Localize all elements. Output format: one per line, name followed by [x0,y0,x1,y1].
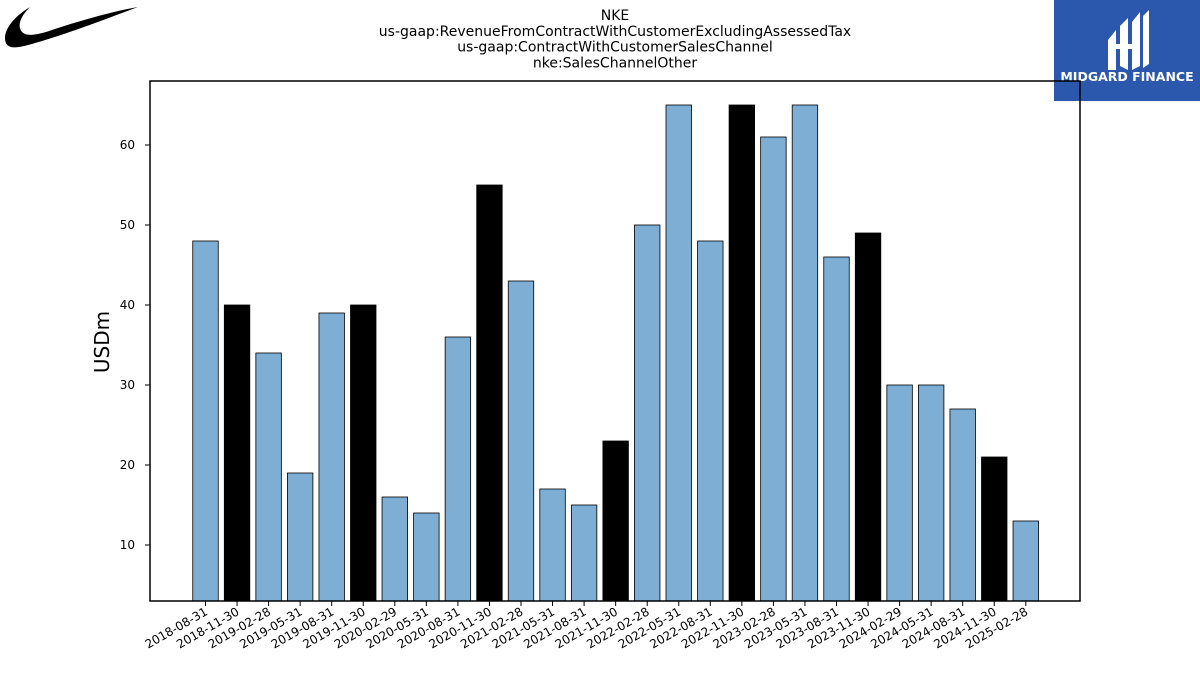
y-tick-label: 40 [120,298,135,312]
bar [570,504,598,602]
y-axis: 10 20 30 40 50 60 [120,138,150,552]
bar-series [192,104,1039,602]
bar [634,224,661,602]
midgard-finance-logo: MIDGARD FINANCE [1054,0,1200,101]
bar [318,312,345,602]
bar [697,240,724,602]
y-tick-label: 50 [120,218,135,232]
bar [760,136,787,602]
title-line: us-gaap:RevenueFromContractWithCustomerE… [379,24,851,40]
bar [886,384,913,602]
title-line: nke:SalesChannelOther [533,55,698,71]
title-line: NKE [601,8,630,24]
chart-title: NKEus-gaap:RevenueFromContractWithCustom… [379,8,851,71]
bar [918,384,945,602]
bar [444,336,472,602]
bar [413,512,440,602]
y-tick-label: 30 [120,378,135,392]
bar [1012,520,1039,602]
bar [476,184,503,602]
brand-name: MIDGARD FINANCE [1060,69,1193,84]
bar [602,440,629,602]
bar [823,256,850,602]
bar [854,232,882,602]
bar [507,280,535,602]
x-axis: 2018-08-312018-11-302019-02-282019-05-31… [143,601,1030,651]
bar [286,472,314,602]
y-tick-label: 60 [120,138,135,152]
bar [223,304,251,602]
bar [981,456,1008,602]
bar [665,104,692,602]
title-line: us-gaap:ContractWithCustomerSalesChannel [457,40,773,56]
midgard-mark-icon [1108,10,1149,70]
bar [192,240,219,602]
y-axis-label: USDm [90,311,114,373]
bar [728,104,755,602]
bar [255,352,282,602]
y-tick-label: 10 [120,538,135,552]
bar [539,488,566,602]
bar [350,304,377,602]
bar [381,496,408,602]
bar [791,104,819,602]
y-tick-label: 20 [120,458,135,472]
plot-frame [149,80,1081,602]
bar [949,408,976,602]
swoosh-logo [5,7,138,48]
